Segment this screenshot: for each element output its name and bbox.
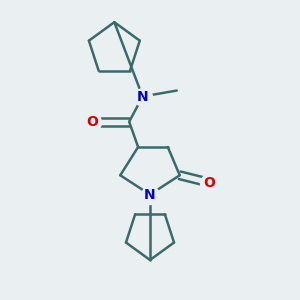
Text: O: O [86,115,98,129]
Text: O: O [203,176,215,190]
Text: N: N [137,89,148,103]
Text: N: N [144,188,156,202]
